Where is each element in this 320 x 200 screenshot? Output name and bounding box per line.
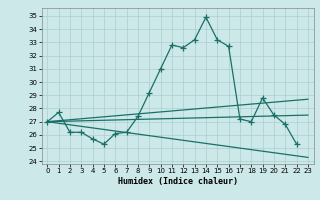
X-axis label: Humidex (Indice chaleur): Humidex (Indice chaleur)	[118, 177, 237, 186]
